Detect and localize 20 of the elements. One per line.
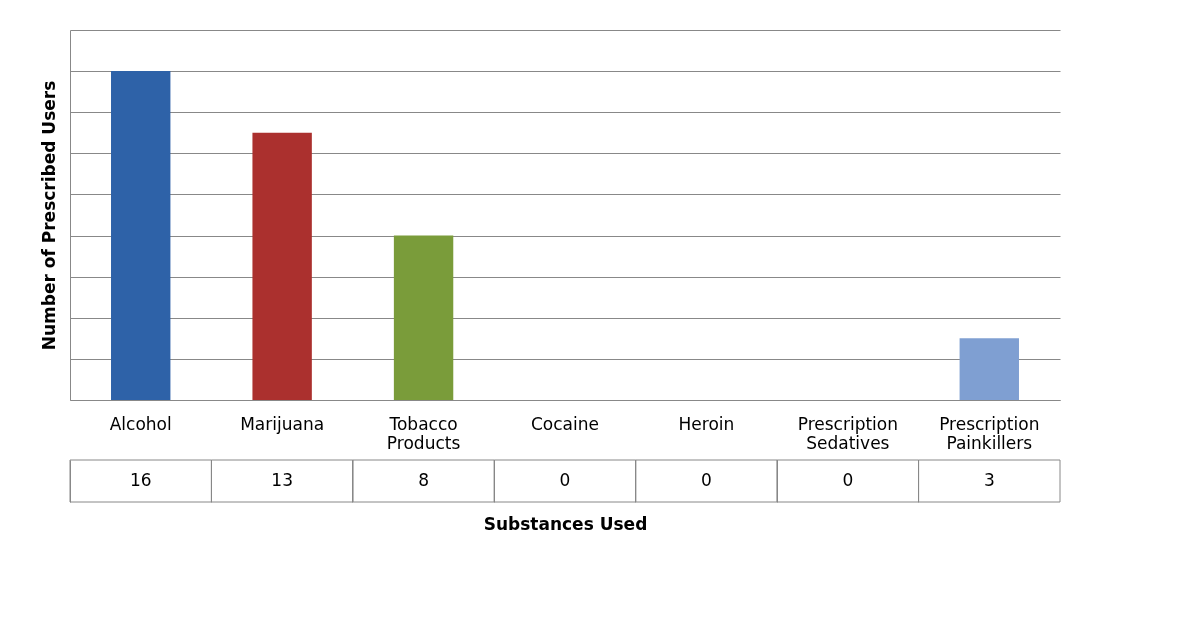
x-axis-title: Substances Used xyxy=(483,513,648,534)
x-tick-label: Alcohol xyxy=(109,413,172,434)
data-label: 13 xyxy=(271,470,293,490)
data-label: 3 xyxy=(983,470,995,490)
data-label: 0 xyxy=(842,470,854,490)
data-label: 0 xyxy=(701,470,712,490)
bar xyxy=(393,235,454,400)
x-tick-label: Heroin xyxy=(678,413,735,434)
y-axis-title: Number of Prescribed Users xyxy=(38,80,59,351)
data-label: 16 xyxy=(129,470,152,490)
bar xyxy=(111,71,171,400)
data-label: 0 xyxy=(559,470,571,490)
x-tick-label: Cocaine xyxy=(531,413,599,434)
bar xyxy=(959,338,1019,400)
x-tick-label: Prescription Painkillers xyxy=(939,413,1040,453)
x-tick-label: Prescription Sedatives xyxy=(797,413,899,453)
bar xyxy=(252,132,312,400)
data-label: 8 xyxy=(418,470,429,490)
x-tick-label: Marijuana xyxy=(240,413,325,434)
x-tick-label: Tobacco Products xyxy=(386,413,461,453)
